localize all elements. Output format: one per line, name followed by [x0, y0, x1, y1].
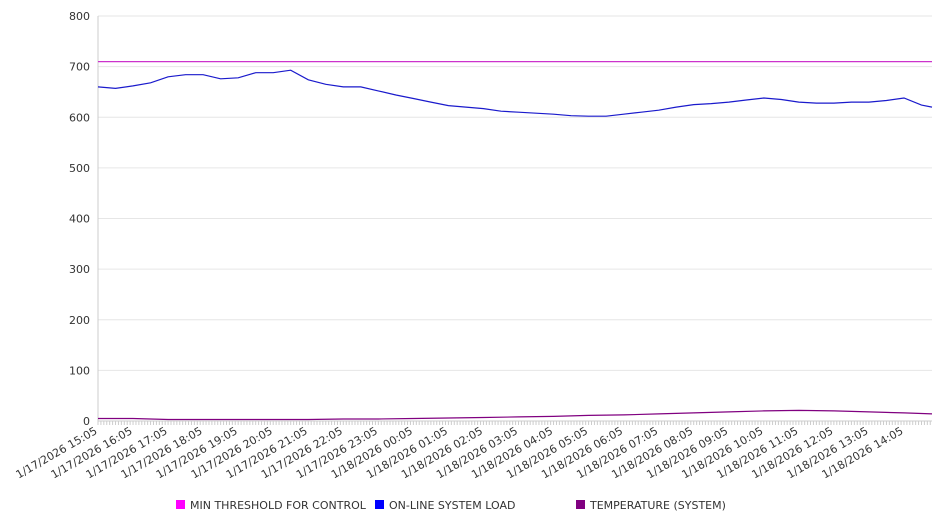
- grid-lines: [98, 15, 932, 422]
- series-lines: [97, 61, 933, 421]
- legend-swatch: [176, 500, 185, 509]
- legend-item[interactable]: MIN THRESHOLD FOR CONTROL: [176, 499, 367, 512]
- y-tick-label: 800: [69, 10, 90, 23]
- y-tick-label: 0: [83, 415, 90, 428]
- y-tick-label: 300: [69, 263, 90, 276]
- legend-label: MIN THRESHOLD FOR CONTROL: [190, 499, 367, 512]
- series-line-1: [97, 69, 933, 117]
- legend-label: TEMPERATURE (SYSTEM): [589, 499, 726, 512]
- y-tick-label: 100: [69, 364, 90, 377]
- legend-item[interactable]: ON-LINE SYSTEM LOAD: [375, 499, 515, 512]
- y-tick-label: 400: [69, 213, 90, 226]
- legend-item[interactable]: TEMPERATURE (SYSTEM): [576, 499, 726, 512]
- y-tick-label: 600: [69, 111, 90, 124]
- legend-swatch: [576, 500, 585, 509]
- legend-label: ON-LINE SYSTEM LOAD: [389, 499, 515, 512]
- legend-swatch: [375, 500, 384, 509]
- legend: MIN THRESHOLD FOR CONTROL ON-LINE SYSTEM …: [176, 499, 726, 512]
- y-axis: 0 100 200 300 400 500 600 700 800: [69, 10, 99, 428]
- x-axis: 1/17/2026 15:051/17/2026 16:051/17/2026 …: [14, 420, 932, 481]
- y-tick-label: 500: [69, 162, 90, 175]
- y-tick-label: 700: [69, 61, 90, 74]
- series-line-2: [98, 409, 933, 421]
- y-tick-label: 200: [69, 314, 90, 327]
